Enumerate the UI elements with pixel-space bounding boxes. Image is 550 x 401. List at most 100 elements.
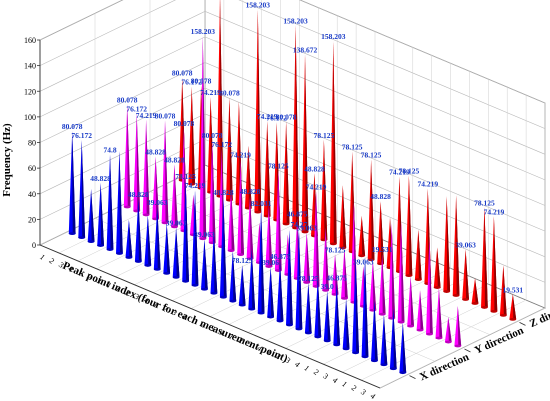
bar	[433, 247, 441, 289]
bar-base	[123, 205, 131, 209]
bar-shade	[81, 140, 86, 238]
bar-base	[342, 347, 350, 351]
bar-shade	[204, 239, 208, 290]
bar-shade	[268, 204, 273, 267]
bar-shade	[327, 290, 331, 341]
bar-shade	[344, 248, 348, 299]
x-tick-label: 1	[227, 332, 236, 341]
x-tick-label: 1	[151, 300, 160, 309]
bar-shade	[248, 145, 252, 209]
bar-base	[333, 343, 341, 347]
y-grid-line	[149, 0, 491, 335]
bar-base	[125, 256, 133, 259]
bar-shade	[223, 197, 227, 298]
data-label: 158.203	[283, 16, 308, 25]
x-tick-label: 4	[142, 296, 151, 305]
bar	[219, 197, 227, 299]
z-axis-ticks: 0 20 40 60 80 100 120 140 160	[24, 36, 40, 250]
bar	[134, 198, 142, 263]
x-tick-label: 3	[95, 276, 104, 285]
bar-base	[322, 289, 329, 292]
bar	[237, 159, 244, 257]
bar-base	[490, 310, 498, 313]
bar-base	[405, 274, 413, 278]
data-label: 48.828	[128, 190, 149, 199]
data-label: 74.219	[389, 168, 410, 177]
x-tick-label: 4	[217, 328, 226, 337]
bar-shade	[401, 222, 405, 323]
bar-shade	[391, 223, 396, 319]
series-tick-mark	[519, 321, 526, 326]
bar-shade	[100, 183, 104, 246]
data-label: 74.219	[136, 111, 157, 120]
bar-shade	[72, 131, 76, 234]
bar-shade	[238, 101, 243, 205]
bar-shade	[119, 150, 123, 254]
data-label: 19.531	[372, 245, 393, 254]
bar-shade	[242, 265, 246, 306]
bar-shade	[280, 261, 284, 321]
bar-shade	[429, 239, 433, 335]
data-label: 46.875	[270, 252, 291, 261]
bar-shade	[437, 247, 441, 288]
z-tick-label: 40	[28, 190, 36, 199]
data-label: 39.063	[455, 240, 476, 249]
x-tick-label: 2	[161, 304, 170, 313]
bar-base	[329, 242, 337, 246]
bar-base	[163, 271, 171, 275]
bar-shade	[261, 208, 265, 314]
bar-base	[171, 225, 178, 229]
bar-shade	[308, 282, 312, 333]
bar	[199, 36, 207, 241]
bar-base	[274, 269, 282, 272]
bar-base	[304, 331, 312, 335]
bar	[106, 154, 114, 251]
bar-base	[426, 332, 433, 336]
bar-base	[462, 298, 469, 301]
bar	[341, 248, 348, 300]
bar-base	[134, 260, 142, 263]
bar	[407, 276, 414, 328]
bar-base	[276, 319, 284, 323]
z-tick-label: 160	[24, 36, 36, 45]
bar	[276, 261, 284, 323]
bar	[182, 181, 189, 283]
bar	[286, 229, 293, 327]
bar	[452, 195, 460, 297]
bar	[257, 208, 265, 315]
x-tick-label: 3	[246, 340, 255, 349]
bar	[481, 207, 488, 309]
bar-shade	[229, 97, 233, 201]
data-label: 48.828	[164, 155, 185, 164]
data-label: 80.078	[174, 119, 195, 128]
bar-shade	[147, 215, 152, 266]
bar-base	[471, 302, 479, 305]
data-label: 78.125	[268, 161, 289, 170]
x-tick-label: 2	[312, 368, 321, 377]
bar-base	[339, 246, 347, 250]
bar-shade	[185, 181, 189, 282]
bar	[144, 215, 152, 267]
bar-shade	[333, 41, 337, 244]
bar-base	[172, 275, 180, 279]
bar-base	[454, 344, 462, 348]
data-label: 78.125	[361, 151, 382, 160]
bar	[254, 9, 262, 214]
bar-shade	[240, 159, 244, 255]
bar-base	[389, 367, 397, 371]
bar-base	[397, 320, 405, 324]
data-label: 48.828	[304, 164, 325, 173]
bar-shade	[355, 257, 359, 353]
bar-shade	[128, 219, 133, 258]
bar	[471, 278, 479, 305]
y-grid-line	[94, 13, 436, 362]
bar-base	[238, 303, 246, 307]
x-tick-label: 1	[38, 252, 47, 261]
x-tick-label: 4	[368, 391, 377, 400]
bar-shade	[456, 195, 460, 296]
data-label: 78.125	[298, 274, 319, 283]
data-label: 78.125	[314, 131, 335, 140]
bar-base	[377, 262, 384, 266]
data-label: 78.125	[342, 143, 363, 152]
